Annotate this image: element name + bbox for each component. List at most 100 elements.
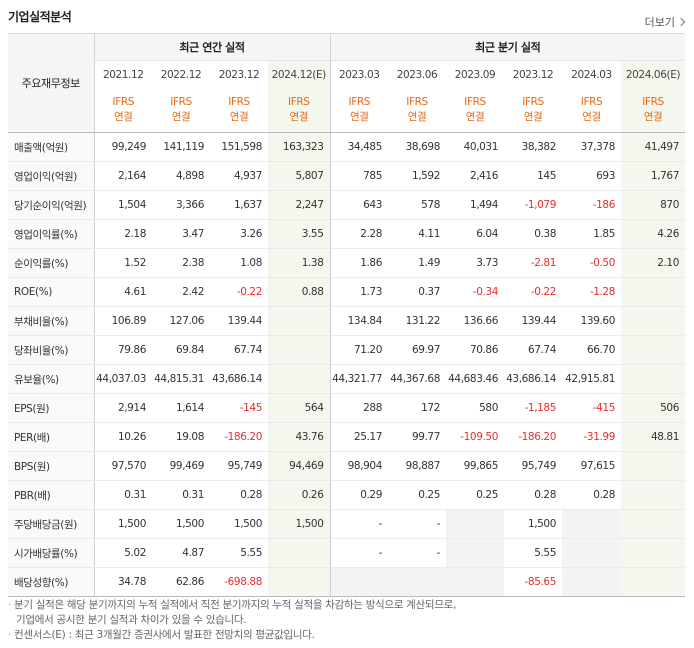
value-cell <box>562 567 621 597</box>
basis-standard: IFRS <box>580 96 603 108</box>
period-header: 2023.09 <box>446 60 504 88</box>
basis-scope: 연결 <box>229 111 249 123</box>
value-cell: 99,249 <box>93 132 152 162</box>
value-cell: 34.78 <box>93 567 152 597</box>
more-label: 더보기 <box>644 16 675 29</box>
value-cell: 1,504 <box>93 190 152 220</box>
value-cell <box>446 538 504 568</box>
basis-standard: IFRS <box>522 96 544 108</box>
value-cell: -186.20 <box>210 422 268 452</box>
value-cell: 578 <box>388 190 446 220</box>
value-cell: 38,382 <box>504 132 562 162</box>
value-cell: - <box>329 509 388 539</box>
value-cell: -145 <box>210 393 268 423</box>
value-cell <box>621 480 685 510</box>
value-cell: -415 <box>562 393 621 423</box>
value-cell: 66.70 <box>562 335 621 365</box>
value-cell: 99.77 <box>388 422 446 452</box>
value-cell: 44,321.77 <box>329 364 388 394</box>
value-cell: 4,898 <box>152 161 210 191</box>
value-cell: 95,749 <box>210 451 268 481</box>
row-label: 영업이익(억원) <box>8 161 94 191</box>
table-row: BPS(원) 97,570 99,469 95,749 94,469 98,904 98,8… <box>8 451 685 481</box>
value-cell: 1.73 <box>329 277 388 307</box>
basis-cell: IFRS 연결 <box>268 88 330 133</box>
basis-cell: IFRS 연결 <box>621 88 685 133</box>
table-row: EPS(원) 2,914 1,614 -145 564 288 172 580 -1,185 -4… <box>8 393 685 423</box>
value-cell <box>268 335 330 365</box>
value-cell: -1.28 <box>562 277 621 307</box>
basis-standard: IFRS <box>170 96 192 108</box>
table-row: 당좌비율(%) 79.86 69.84 67.74 71.20 69.97 70.86 67.… <box>8 335 685 365</box>
row-label: 부채비율(%) <box>8 306 94 336</box>
value-cell: -698.88 <box>210 567 268 597</box>
value-cell <box>621 509 685 539</box>
basis-scope: 연결 <box>465 111 485 123</box>
value-cell <box>621 306 685 336</box>
basis-cell: IFRS 연결 <box>329 88 388 133</box>
basis-cell: IFRS 연결 <box>562 88 621 133</box>
value-cell: 19.08 <box>152 422 210 452</box>
basis-scope: 연결 <box>171 111 191 123</box>
basis-cell: IFRS 연결 <box>210 88 268 133</box>
period-header: 2022.12 <box>152 60 210 88</box>
value-cell: -186.20 <box>504 422 562 452</box>
value-cell: 288 <box>329 393 388 423</box>
table-row: ROE(%) 4.61 2.42 -0.22 0.88 1.73 0.37 -0.34 -0.2… <box>8 277 685 307</box>
period-header: 2024.12(E) <box>268 60 330 88</box>
value-cell: 69.84 <box>152 335 210 365</box>
basis-scope: 연결 <box>289 111 309 123</box>
value-cell: 1,767 <box>621 161 685 191</box>
footnotes: · 분기 실적은 해당 분기까지의 누적 실적에서 직전 분기까지의 누적 실적을… <box>8 598 456 643</box>
value-cell: 44,815.31 <box>152 364 210 394</box>
value-cell: 506 <box>621 393 685 423</box>
basis-scope: 연결 <box>582 111 601 123</box>
value-cell: 1,500 <box>210 509 268 539</box>
value-cell: - <box>388 538 446 568</box>
value-cell: 0.29 <box>329 480 388 510</box>
value-cell: 2,416 <box>446 161 504 191</box>
value-cell: 44,367.68 <box>388 364 446 394</box>
value-cell: 71.20 <box>329 335 388 365</box>
value-cell <box>446 509 504 539</box>
table-row: 영업이익률(%) 2.18 3.47 3.26 3.55 2.28 4.11 6.04 0.38… <box>8 219 685 249</box>
value-cell: 0.28 <box>562 480 621 510</box>
value-cell: 0.25 <box>446 480 504 510</box>
value-cell: 34,485 <box>329 132 388 162</box>
note-3: · 컨센서스(E) : 최근 3개월간 증권사에서 발표한 전망치의 평균값입니다… <box>8 629 315 641</box>
more-link[interactable]: 더보기 <box>644 14 686 30</box>
table-row: 주당배당금(원) 1,500 1,500 1,500 1,500- -1,500 <box>8 509 685 539</box>
value-cell: 1,500 <box>152 509 210 539</box>
period-header: 2023.12 <box>504 60 562 88</box>
row-label: ROE(%) <box>8 277 94 307</box>
table-row: PER(배) 10.26 19.08 -186.20 43.76 25.17 99.77 -1… <box>8 422 685 452</box>
value-cell: 95,749 <box>504 451 562 481</box>
value-cell: 42,915.81 <box>562 364 621 394</box>
value-cell: 98,904 <box>329 451 388 481</box>
value-cell: 98,887 <box>388 451 446 481</box>
value-cell: -85.65 <box>504 567 562 597</box>
period-header: 2023.03 <box>329 60 388 88</box>
value-cell <box>621 451 685 481</box>
value-cell: 44,683.46 <box>446 364 504 394</box>
value-cell: 141,119 <box>152 132 210 162</box>
value-cell: 97,570 <box>93 451 152 481</box>
value-cell: 1,592 <box>388 161 446 191</box>
value-cell: 0.31 <box>152 480 210 510</box>
basis-standard: IFRS <box>464 96 486 108</box>
value-cell: 1,500 <box>268 509 330 539</box>
value-cell: 139.44 <box>210 306 268 336</box>
value-cell: 0.28 <box>504 480 562 510</box>
table-row: 부채비율(%) 106.89 127.06 139.44 134.84 131.22 136… <box>8 306 685 336</box>
value-cell: -109.50 <box>446 422 504 452</box>
value-cell: 785 <box>329 161 388 191</box>
value-cell: 2,164 <box>93 161 152 191</box>
value-cell: 0.26 <box>268 480 330 510</box>
value-cell: 5.55 <box>210 538 268 568</box>
value-cell: 2.42 <box>152 277 210 307</box>
value-cell: -0.22 <box>210 277 268 307</box>
value-cell: 145 <box>504 161 562 191</box>
value-cell <box>621 567 685 597</box>
value-cell <box>268 364 330 394</box>
value-cell: 0.37 <box>388 277 446 307</box>
